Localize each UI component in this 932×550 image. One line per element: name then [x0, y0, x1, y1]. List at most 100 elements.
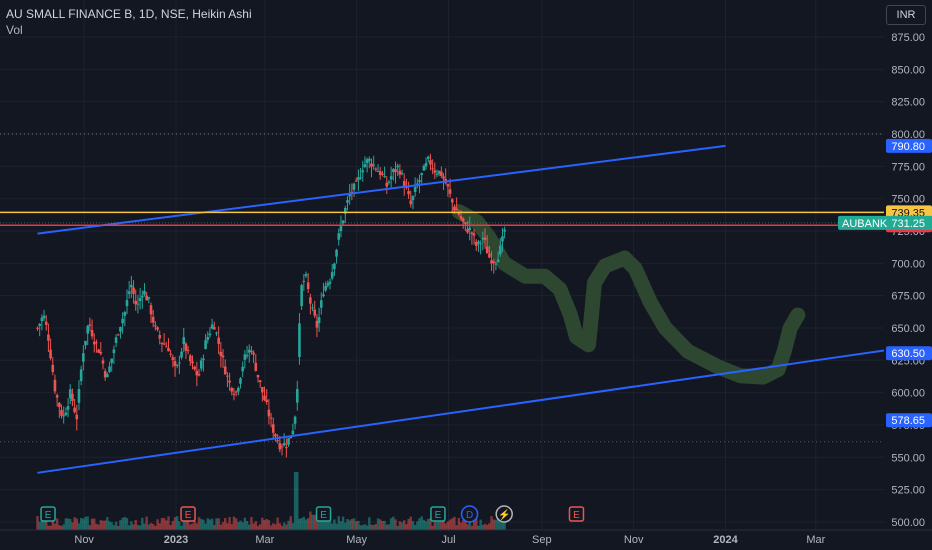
candle-body	[97, 349, 100, 353]
volume-bar	[64, 518, 68, 530]
candle-body	[398, 170, 402, 175]
earnings-event-2[interactable]: E	[180, 506, 196, 522]
candle-body	[374, 168, 378, 170]
x-tick-label: Sep	[532, 534, 552, 546]
dividend-event[interactable]: D	[460, 505, 479, 523]
candle-body	[254, 362, 258, 371]
chart-legend: AU SMALL FINANCE B, 1D, NSE, Heikin Ashi…	[6, 6, 252, 38]
candle-body	[335, 249, 338, 257]
candle-body	[350, 191, 354, 193]
candle-body	[75, 414, 79, 420]
earnings-event-5[interactable]: E	[568, 506, 585, 522]
volume-bar	[363, 524, 367, 530]
currency-button[interactable]: INR	[886, 5, 926, 25]
volume-bar	[494, 519, 498, 530]
earnings-event-1[interactable]: E	[40, 506, 56, 522]
candle-body	[442, 176, 445, 179]
candle-body	[53, 379, 57, 392]
volume-bar	[62, 524, 65, 530]
candle-body	[477, 241, 480, 244]
earnings-event-3[interactable]: E	[315, 506, 332, 522]
volume-bar	[208, 519, 212, 530]
volume-bar	[243, 517, 247, 530]
candle-body	[440, 171, 443, 176]
candle-body	[140, 295, 144, 298]
event-marker-label: E	[320, 510, 327, 521]
x-tick-label: Jul	[441, 534, 455, 546]
candle-body	[90, 329, 94, 337]
volume-bar	[372, 524, 375, 530]
volume-bar	[379, 519, 382, 530]
volume-bar	[106, 517, 109, 530]
candle-body	[343, 207, 347, 214]
volume-bar	[228, 516, 231, 530]
volume-bar	[427, 518, 430, 530]
volume-bar	[193, 520, 196, 530]
candle-body	[461, 218, 465, 222]
volume-bar	[250, 517, 253, 530]
volume-bar	[180, 525, 183, 530]
candle-body	[136, 303, 140, 305]
volume-bar	[51, 516, 54, 530]
volume-bar	[79, 517, 83, 530]
volume-bar	[317, 516, 321, 530]
volume-bar	[324, 518, 327, 530]
volume-bar	[237, 521, 240, 530]
volume-bar	[147, 524, 151, 530]
event-marker-circle	[495, 505, 513, 523]
candle-body	[492, 261, 496, 264]
candle-body	[82, 353, 85, 362]
volume-bar	[448, 519, 452, 530]
candle-body	[247, 349, 251, 353]
candle-body	[455, 208, 458, 211]
volume-bar	[202, 519, 205, 530]
volume-bar	[195, 523, 199, 530]
volume-bar	[479, 519, 482, 530]
event-marker-label: D	[466, 510, 473, 521]
candle-body	[186, 350, 190, 352]
candle-body	[278, 443, 282, 450]
candle-body	[213, 327, 216, 330]
volume-bar	[389, 518, 393, 530]
volume-bar	[470, 525, 474, 530]
volume-bar	[226, 523, 229, 530]
candle-body	[114, 337, 118, 343]
volume-bar	[77, 523, 81, 530]
candle-body	[339, 226, 343, 232]
candle-body	[169, 353, 172, 355]
volume-bar	[306, 518, 310, 530]
volume-bar	[206, 518, 209, 530]
price-scale: 875.00850.00825.00800.00775.00750.00725.…	[884, 0, 932, 550]
volume-bar	[361, 524, 364, 530]
event-marker-label: E	[435, 510, 442, 521]
time-scale: Nov 2023 Mar May Jul Sep Nov 2024 Mar	[0, 529, 932, 546]
candle-body	[400, 173, 404, 175]
candle-body	[352, 183, 356, 190]
candle-body	[354, 180, 358, 182]
y-tick-label: 750.00	[891, 194, 925, 206]
volume-bar	[503, 516, 506, 530]
candle-body	[127, 291, 131, 294]
candle-body	[420, 172, 423, 175]
candle-body	[206, 337, 210, 340]
candle-body	[466, 229, 469, 233]
candle-body	[210, 324, 214, 329]
volume-bar	[435, 521, 439, 530]
grid-lines	[0, 0, 884, 530]
volume-bar	[403, 520, 406, 530]
candle-body	[215, 332, 218, 334]
volume-bar	[221, 522, 225, 530]
candle-body	[324, 285, 327, 291]
volume-bar	[160, 517, 164, 530]
candle-body	[381, 173, 384, 175]
split-event[interactable]: ⚡	[495, 505, 513, 523]
price-label-bg	[886, 138, 932, 153]
candle-body	[304, 274, 308, 277]
candle-body	[376, 170, 380, 172]
candle-body	[79, 369, 83, 382]
earnings-event-4[interactable]: E	[430, 506, 446, 522]
volume-bar	[409, 516, 412, 530]
candle-body	[359, 177, 362, 179]
